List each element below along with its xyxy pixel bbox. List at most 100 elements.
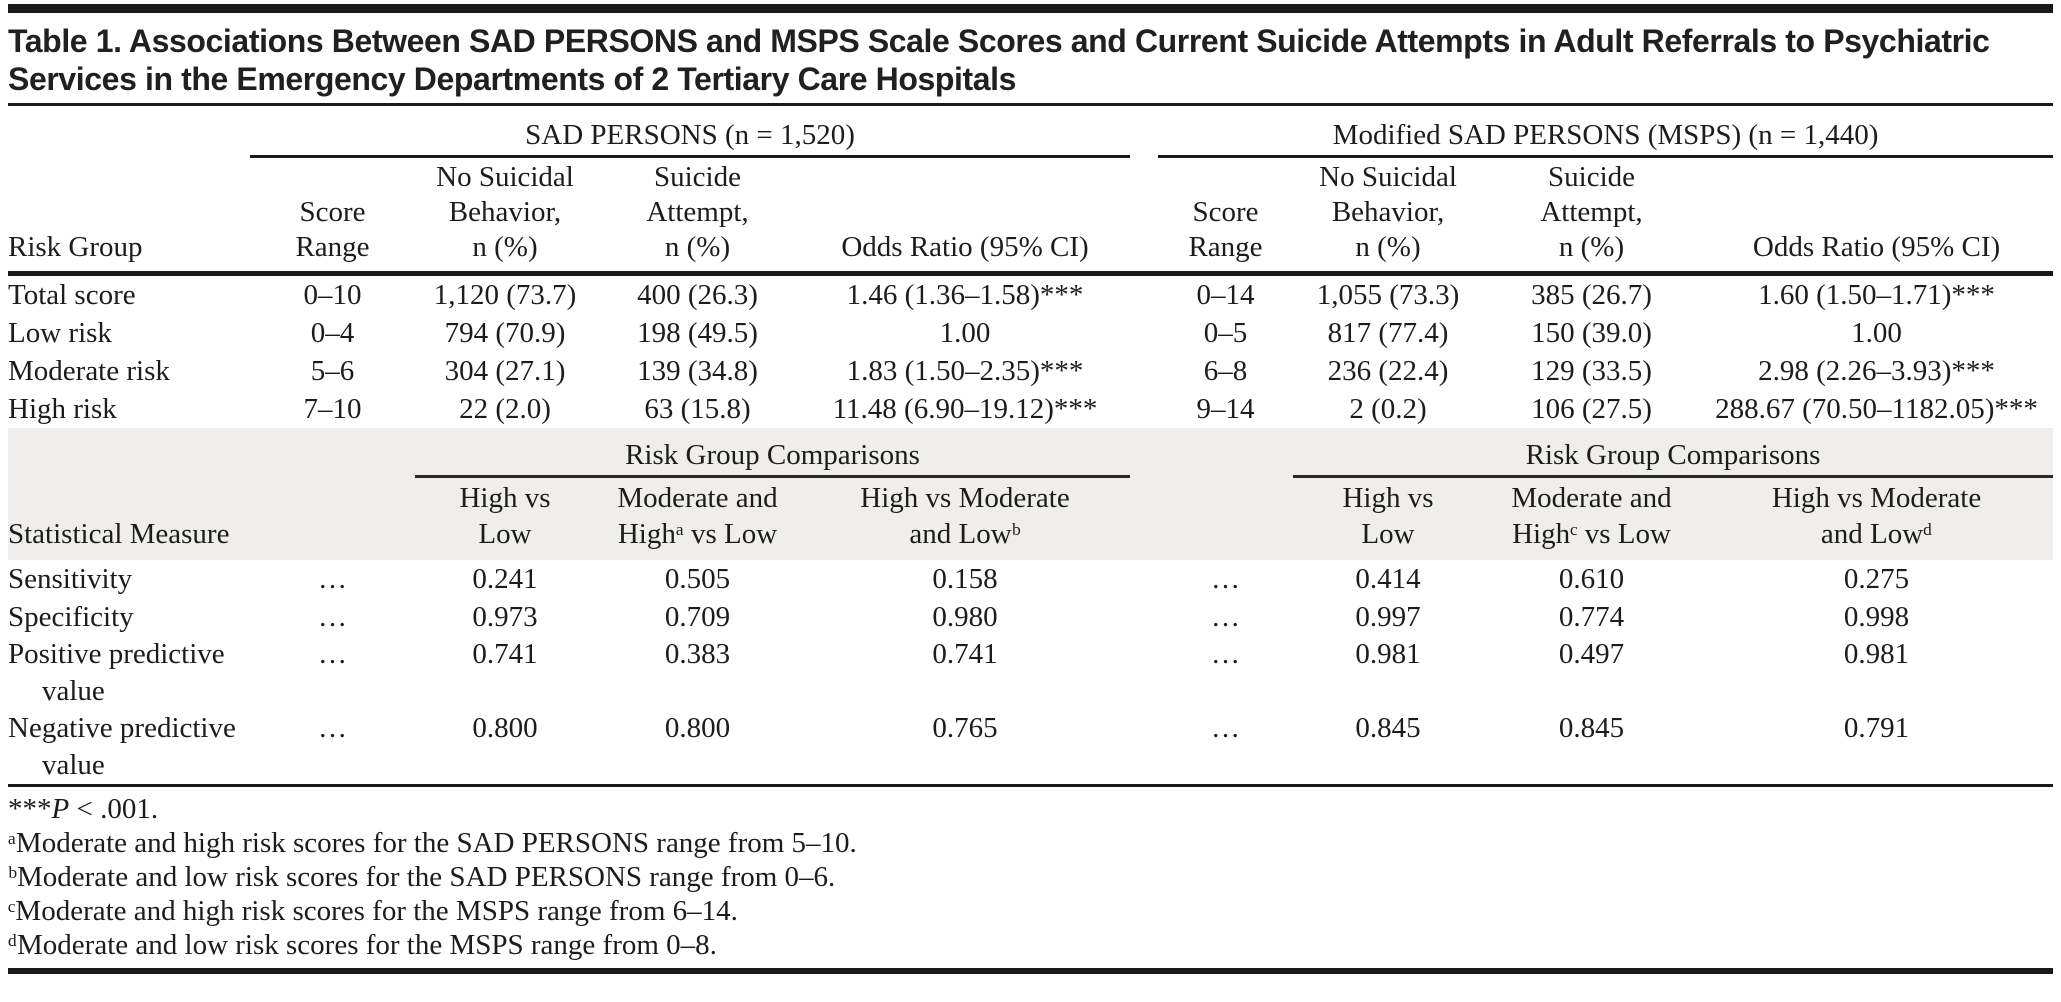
empty-cell (1158, 476, 1294, 560)
group-header-sad-persons: SAD PERSONS (n = 1,520) (250, 106, 1131, 158)
sad-odds-ratio-cell: 1.00 (939, 317, 991, 349)
sad-no-suicidal-cell: 1,120 (73.7) (433, 279, 577, 311)
sad-suicide-attempt-cell: 63 (15.8) (644, 393, 751, 425)
col-header-score-range-msps: Score Range (1158, 156, 1294, 276)
spacer-cell (1130, 352, 1158, 390)
stat-value-cell: 0.158 (932, 563, 998, 595)
msps-no-suicidal-cell: 1,055 (73.3) (1316, 279, 1460, 311)
stat-value-cell: 0.845 (1293, 710, 1484, 787)
stat-row-label: Positive predictive value (8, 638, 225, 707)
msps-score-range-cell: 6–8 (1203, 355, 1248, 387)
risk-row-label: High risk (8, 393, 117, 425)
bottom-rule (8, 968, 2053, 974)
significance-stars: *** (8, 793, 52, 825)
risk-row-label: Low risk (8, 317, 112, 349)
stat-row-positive-predictive-value: Positive predictive value … 0.741 0.383 … (8, 636, 2053, 710)
comparisons-header-sad: Risk Group Comparisons (415, 428, 1131, 478)
cmp-header-moderate-high-vs-low-sad: Moderate and Highᵃ vs Low (595, 476, 800, 560)
msps-odds-ratio-cell: 1.00 (1851, 317, 1902, 349)
msps-score-range-cell: 9–14 (1196, 393, 1255, 425)
msps-suicide-attempt-cell: 150 (39.0) (1531, 317, 1652, 349)
stat-value-cell: 0.845 (1483, 710, 1701, 787)
ellipsis-cell: … (1211, 638, 1241, 670)
stat-row-label: Sensitivity (8, 563, 133, 595)
sad-odds-ratio-cell: 1.46 (1.36–1.58)*** (846, 279, 1084, 311)
col-header-no-suicidal-msps: No Suicidal Behavior, n (%) (1293, 156, 1484, 276)
stat-value-cell: 0.981 (1843, 638, 1910, 670)
msps-odds-ratio-cell: 1.60 (1.50–1.71)*** (1758, 279, 1995, 311)
msps-score-range-cell: 0–5 (1203, 317, 1248, 349)
spacer-cell (1130, 106, 1158, 157)
col-header-suicide-attempt-msps: Suicide Attempt, n (%) (1483, 156, 1701, 276)
msps-no-suicidal-cell: 817 (77.4) (1327, 317, 1449, 349)
ellipsis-cell: … (1211, 563, 1241, 595)
stat-value-cell: 0.497 (1558, 638, 1625, 670)
footnote-b: ᵇModerate and low risk scores for the SA… (8, 861, 836, 893)
risk-row-label: Total score (8, 279, 136, 311)
spacer-cell (1130, 274, 1158, 315)
stat-value-cell: 0.709 (664, 601, 731, 633)
col-header-score-range-sad: Score Range (250, 156, 415, 276)
msps-suicide-attempt-cell: 106 (27.5) (1531, 393, 1652, 425)
risk-row-total-score: Total score 0–10 1,120 (73.7) 400 (26.3)… (8, 274, 2053, 315)
stat-row-sensitivity: Sensitivity … 0.241 0.505 0.158 … 0.414 … (8, 560, 2053, 598)
stat-row-negative-predictive-value: Negative predictive value … 0.800 0.800 … (8, 710, 2054, 787)
empty-cell (250, 476, 415, 560)
top-rule (8, 4, 2053, 13)
spacer-cell (1130, 636, 1158, 710)
sad-score-range-cell: 5–6 (310, 355, 355, 387)
column-header-row: Risk Group Score Range No Suicidal Behav… (8, 156, 2054, 276)
stat-value-cell: 0.973 (472, 601, 538, 633)
spacer-cell (1130, 390, 1158, 428)
spacer-cell (1130, 710, 1159, 787)
spacer-cell (1130, 156, 1159, 276)
cmp-header-moderate-high-vs-low-msps: Moderate and Highᶜ vs Low (1483, 476, 1701, 560)
group-header-row: SAD PERSONS (n = 1,520) Modified SAD PER… (8, 106, 2054, 158)
spacer-cell (1130, 560, 1158, 598)
ellipsis-cell: … (318, 563, 347, 595)
stat-value-cell: 0.275 (1843, 563, 1910, 595)
sad-suicide-attempt-cell: 198 (49.5) (637, 317, 758, 349)
significance-threshold: < .001. (69, 793, 159, 825)
footnote-d: ᵈModerate and low risk scores for the MS… (8, 929, 717, 961)
stat-value-cell: 0.800 (595, 710, 800, 787)
msps-no-suicidal-cell: 236 (22.4) (1327, 355, 1449, 387)
sad-suicide-attempt-cell: 139 (34.8) (637, 355, 758, 387)
spacer-cell (1130, 428, 1159, 477)
empty-cell (8, 106, 250, 157)
associations-table: SAD PERSONS (n = 1,520) Modified SAD PER… (8, 106, 2054, 787)
ellipsis-cell: … (1158, 710, 1294, 787)
stat-row-specificity: Specificity … 0.973 0.709 0.980 … 0.997 … (8, 598, 2053, 636)
col-header-odds-ratio-sad: Odds Ratio (95% CI) (800, 156, 1131, 276)
msps-odds-ratio-cell: 2.98 (2.26–3.93)*** (1758, 355, 1995, 387)
stat-value-cell: 0.981 (1355, 638, 1421, 670)
risk-row-label: Moderate risk (8, 355, 170, 387)
sad-odds-ratio-cell: 1.83 (1.50–2.35)*** (846, 355, 1084, 387)
stat-value-cell: 0.414 (1355, 563, 1421, 595)
stat-value-cell: 0.765 (800, 710, 1131, 787)
footnotes: ***P < .001. ᵃModerate and high risk sco… (8, 787, 2053, 962)
cmp-header-high-vs-moderate-low-sad: High vs Moderate and Lowᵇ (800, 476, 1131, 560)
risk-row-high-risk: High risk 7–10 22 (2.0) 63 (15.8) 11.48 … (8, 390, 2053, 428)
risk-row-low-risk: Low risk 0–4 794 (70.9) 198 (49.5) 1.00 … (8, 314, 2053, 352)
sad-no-suicidal-cell: 304 (27.1) (444, 355, 566, 387)
empty-cell (8, 428, 415, 477)
stat-value-cell: 0.383 (664, 638, 731, 670)
footnote-c: ᶜModerate and high risk scores for the M… (8, 895, 738, 927)
stat-value-cell: 0.241 (472, 563, 538, 595)
stat-value-cell: 0.791 (1700, 710, 2054, 787)
sad-score-range-cell: 0–4 (310, 317, 355, 349)
ellipsis-cell: … (1211, 601, 1241, 633)
significance-p: P (51, 793, 70, 825)
footnote-a: ᵃModerate and high risk scores for the S… (8, 827, 857, 859)
paper-table-page: Table 1. Associations Between SAD PERSON… (0, 4, 2061, 1002)
group-header-msps: Modified SAD PERSONS (MSPS) (n = 1,440) (1158, 106, 2054, 158)
ellipsis-cell: … (318, 601, 347, 633)
stat-value-cell: 0.774 (1558, 601, 1625, 633)
empty-cell (1158, 428, 1294, 477)
comparisons-spanner-row: Risk Group Comparisons Risk Group Compar… (8, 428, 2054, 478)
stat-value-cell: 0.997 (1355, 601, 1421, 633)
col-header-suicide-attempt-sad: Suicide Attempt, n (%) (595, 156, 800, 276)
stat-value-cell: 0.505 (664, 563, 731, 595)
msps-no-suicidal-cell: 2 (0.2) (1349, 393, 1427, 425)
